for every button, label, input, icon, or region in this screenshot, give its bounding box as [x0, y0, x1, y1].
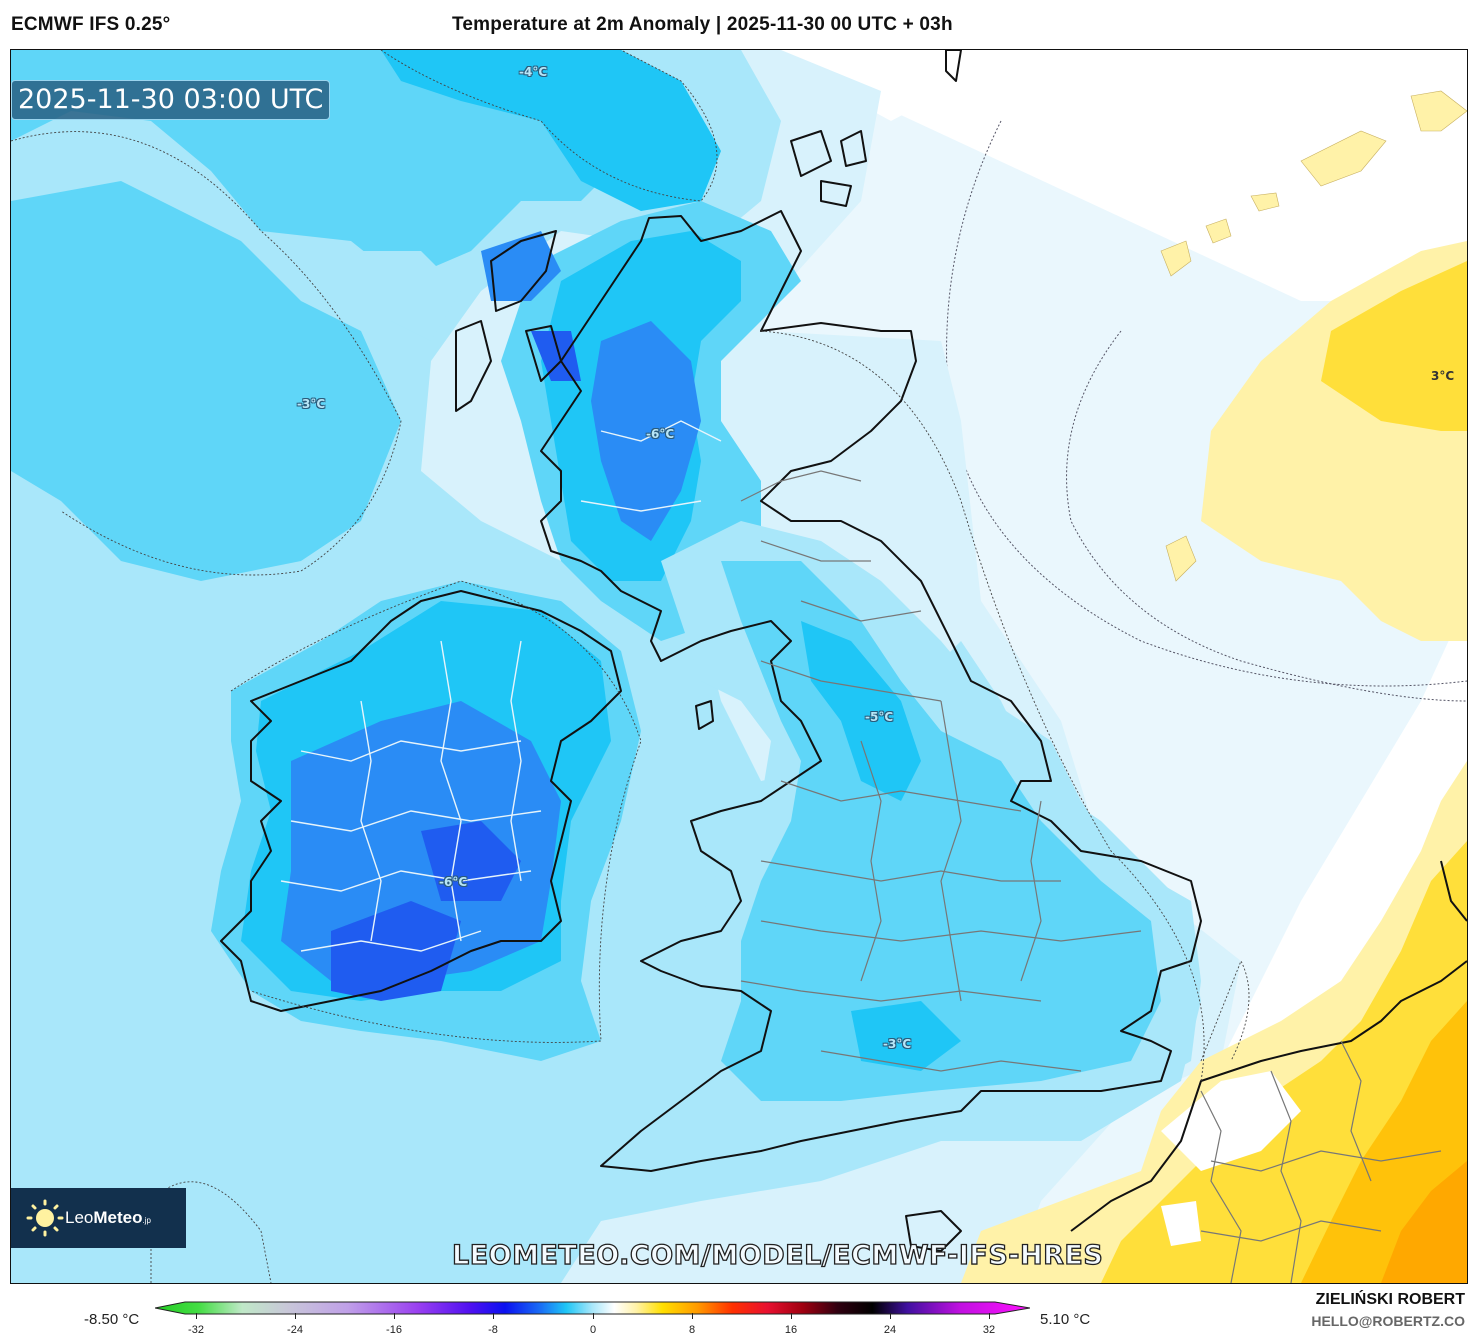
- colorbar-tick: [791, 1313, 792, 1319]
- isotherm-label: -3°C: [297, 397, 326, 411]
- colorbar-tick-label: 0: [589, 1324, 597, 1336]
- isotherm-label: -4°C: [519, 65, 548, 79]
- isotherm-label: 3°C: [1431, 369, 1455, 383]
- colorbar-tick-label: -32: [188, 1324, 204, 1336]
- colorbar-tick: [989, 1313, 990, 1319]
- sun-icon: [25, 1198, 65, 1238]
- colorbar-min-value: -8.50 °C: [84, 1311, 140, 1328]
- model-name: ECMWF IFS 0.25°: [11, 14, 171, 35]
- colorbar-tick: [593, 1313, 594, 1319]
- colorbar-max-value: 5.10 °C: [1040, 1311, 1091, 1328]
- colorbar-tick-label: -24: [287, 1324, 303, 1336]
- author-name: ZIELIŃSKI ROBERT: [1315, 1291, 1465, 1308]
- chart-title: Temperature at 2m Anomaly | 2025-11-30 0…: [452, 14, 953, 35]
- colorbar-tick: [890, 1313, 891, 1319]
- colorbar-tick: [692, 1313, 693, 1319]
- isotherm-label: -6°C: [439, 875, 468, 889]
- temperature-anomaly-field: [11, 50, 1467, 1283]
- colorbar-tick-label: 16: [784, 1324, 798, 1336]
- logo-text: LeoMeteo.jp: [65, 1208, 151, 1227]
- colorbar-tick-label: 32: [982, 1324, 996, 1336]
- weather-map[interactable]: 2025-11-30 03:00 UTC -4°C -3°C -6°C -5°C…: [10, 49, 1468, 1284]
- leometeo-logo[interactable]: LeoMeteo.jp: [11, 1188, 186, 1248]
- isotherm-label: -5°C: [865, 710, 894, 724]
- colorbar-tick: [394, 1313, 395, 1319]
- valid-time-badge: 2025-11-30 03:00 UTC: [11, 80, 331, 120]
- source-url-watermark: LEOMETEO.COM/MODEL/ECMWF-IFS-HRES: [451, 1239, 1104, 1271]
- isotherm-label: -3°C: [883, 1037, 912, 1051]
- colorbar-tick: [493, 1313, 494, 1319]
- colorbar-tick: [196, 1313, 197, 1319]
- author-email[interactable]: HELLO@ROBERTZ.CO: [1311, 1313, 1465, 1329]
- colorbar-tick-label: 8: [688, 1324, 696, 1336]
- colorbar-tick-label: -16: [386, 1324, 402, 1336]
- colorbar-tick-label: 24: [883, 1324, 897, 1336]
- colorbar: [154, 1300, 1031, 1315]
- colorbar-tick: [295, 1313, 296, 1319]
- isotherm-label: -6°C: [646, 427, 675, 441]
- colorbar-tick-label: -8: [488, 1324, 498, 1336]
